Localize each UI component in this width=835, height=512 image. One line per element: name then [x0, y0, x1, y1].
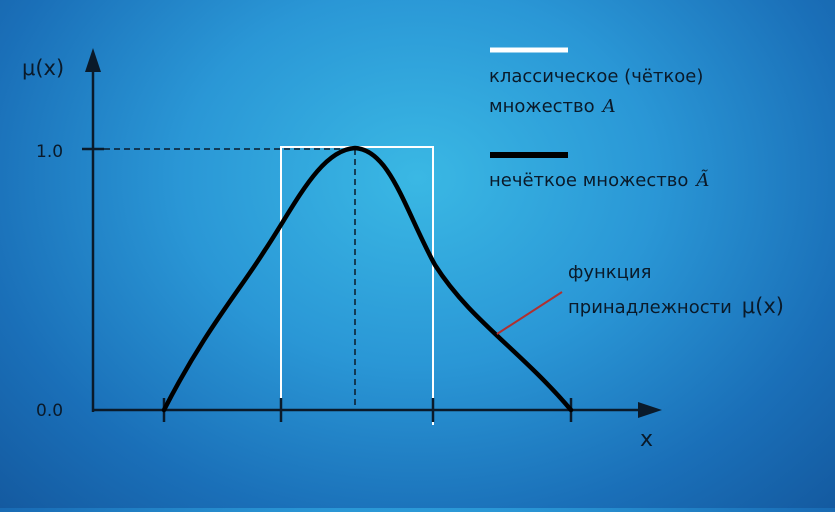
annotation-line1: функция — [568, 262, 651, 283]
legend-crisp-line1: классическое (чёткое) — [489, 66, 703, 87]
annotation-pointer — [496, 291, 563, 335]
tick-label-top: 1.0 — [36, 142, 63, 162]
x-axis-arrow-icon — [638, 402, 662, 418]
legend-fuzzy-text: нечёткое множество Ã — [489, 169, 709, 191]
fuzzy-membership-curve — [161, 145, 574, 413]
annotation-line2: принадлежности μ(x) — [568, 294, 784, 318]
y-axis-arrow-icon — [85, 48, 101, 72]
legend-crisp-line2: множество A — [489, 96, 616, 117]
y-axis-label: μ(x) — [22, 56, 64, 80]
x-axis-label: x — [640, 427, 653, 452]
tick-label-bottom: 0.0 — [36, 401, 63, 421]
